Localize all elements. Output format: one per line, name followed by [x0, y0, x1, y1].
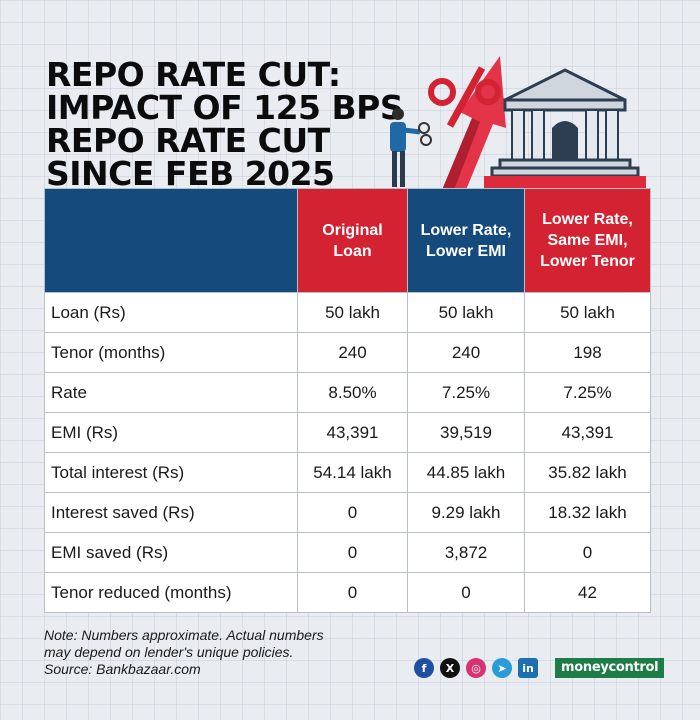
row-value: 0: [524, 532, 651, 573]
row-value: 50 lakh: [524, 292, 651, 333]
row-value: 35.82 lakh: [524, 452, 651, 493]
loan-comparison-table: Original Loan Lower Rate, Lower EMI Lowe…: [44, 188, 651, 613]
row-value: 50 lakh: [297, 292, 408, 333]
row-value: 54.14 lakh: [297, 452, 408, 493]
table-row: Tenor (months) 240 240 198: [44, 332, 651, 373]
social-icons: f X ◎ ➤ in: [414, 658, 538, 678]
footnote: Note: Numbers approximate. Actual number…: [44, 627, 424, 678]
row-value: 0: [407, 572, 525, 613]
header-lower-tenor: Lower Rate, Same EMI, Lower Tenor: [524, 188, 651, 293]
row-label: Total interest (Rs): [44, 452, 298, 493]
table-row: EMI (Rs) 43,391 39,519 43,391: [44, 412, 651, 453]
title-line-4: SINCE FEB 2025: [46, 154, 335, 193]
row-label: Tenor (months): [44, 332, 298, 373]
table-row: EMI saved (Rs) 0 3,872 0: [44, 532, 651, 573]
header-blank: [44, 188, 298, 293]
title-line-3: REPO RATE CUT: [46, 121, 330, 160]
row-value: 240: [407, 332, 525, 373]
table-row: Loan (Rs) 50 lakh 50 lakh 50 lakh: [44, 292, 651, 333]
row-label: EMI (Rs): [44, 412, 298, 453]
person-icon: [390, 108, 432, 187]
row-value: 44.85 lakh: [407, 452, 525, 493]
source-line: Source: Bankbazaar.com: [44, 661, 201, 677]
row-value: 3,872: [407, 532, 525, 573]
row-value: 42: [524, 572, 651, 613]
row-value: 18.32 lakh: [524, 492, 651, 533]
header-lower-emi: Lower Rate, Lower EMI: [407, 188, 525, 293]
facebook-icon[interactable]: f: [414, 658, 434, 678]
row-value: 39,519: [407, 412, 525, 453]
header-original-loan: Original Loan: [297, 188, 408, 293]
row-value: 50 lakh: [407, 292, 525, 333]
telegram-icon[interactable]: ➤: [492, 658, 512, 678]
table-row: Rate 8.50% 7.25% 7.25%: [44, 372, 651, 413]
row-label: Loan (Rs): [44, 292, 298, 333]
row-label: Interest saved (Rs): [44, 492, 298, 533]
title-line-2: IMPACT OF 125 BPS: [46, 88, 404, 127]
bank-icon: [484, 68, 646, 188]
table-row: Interest saved (Rs) 0 9.29 lakh 18.32 lakh: [44, 492, 651, 533]
table-row: Tenor reduced (months) 0 0 42: [44, 572, 651, 613]
row-value: 7.25%: [524, 372, 651, 413]
rate-cut-illustration: [390, 56, 646, 190]
row-value: 240: [297, 332, 408, 373]
note-line-1: Note: Numbers approximate. Actual number…: [44, 627, 324, 643]
row-value: 0: [297, 572, 408, 613]
row-value: 8.50%: [297, 372, 408, 413]
linkedin-icon[interactable]: in: [518, 658, 538, 678]
row-value: 9.29 lakh: [407, 492, 525, 533]
page-title: REPO RATE CUT: IMPACT OF 125 BPS REPO RA…: [46, 58, 406, 190]
x-icon[interactable]: X: [440, 658, 460, 678]
row-label: EMI saved (Rs): [44, 532, 298, 573]
row-value: 0: [297, 532, 408, 573]
title-line-1: REPO RATE CUT:: [46, 55, 341, 94]
instagram-icon[interactable]: ◎: [466, 658, 486, 678]
row-value: 7.25%: [407, 372, 525, 413]
moneycontrol-logo: moneycontrol: [555, 658, 665, 678]
table-header-row: Original Loan Lower Rate, Lower EMI Lowe…: [44, 188, 651, 293]
row-label: Tenor reduced (months): [44, 572, 298, 613]
table-body: Loan (Rs) 50 lakh 50 lakh 50 lakh Tenor (mon…: [44, 292, 651, 613]
row-value: 43,391: [524, 412, 651, 453]
row-value: 43,391: [297, 412, 408, 453]
note-line-2: may depend on lender's unique policies.: [44, 644, 294, 660]
table-row: Total interest (Rs) 54.14 lakh 44.85 lakh 3…: [44, 452, 651, 493]
arrow-up-icon: [442, 56, 506, 190]
row-value: 0: [297, 492, 408, 533]
row-label: Rate: [44, 372, 298, 413]
percent-icon: [428, 66, 501, 128]
row-value: 198: [524, 332, 651, 373]
